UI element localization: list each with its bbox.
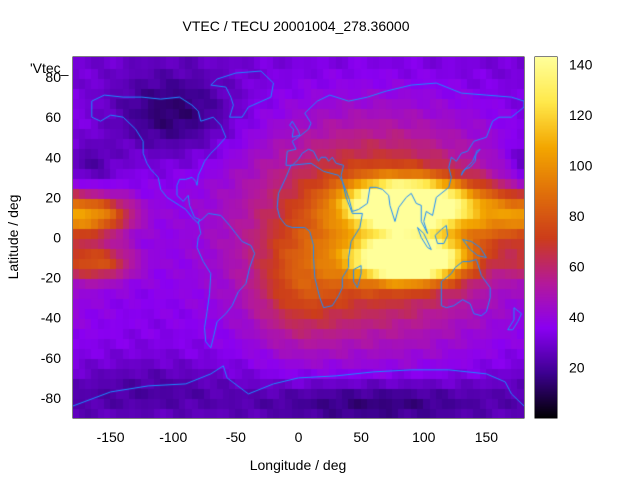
y-tick-label: -60: [41, 350, 61, 366]
x-tick-label: 0: [295, 429, 303, 445]
y-tick-label: -80: [41, 390, 61, 406]
x-tick-label: 100: [412, 429, 436, 445]
x-tick-label: -50: [226, 429, 246, 445]
x-tick-label: -100: [159, 429, 187, 445]
y-axis-ticks: -80 -60 -40 -20 0 20 40 60 80: [41, 69, 524, 406]
colorbar-tick-label: 120: [569, 107, 593, 123]
colorbar-tick-label: 40: [569, 309, 585, 325]
colorbar-tick-label: 100: [569, 158, 593, 174]
y-tick-label: 0: [53, 230, 61, 246]
colorbar-tick-label: 60: [569, 259, 585, 275]
y-tick-label: -40: [41, 310, 61, 326]
colorbar-ticks: 20 40 60 80 100 120 140: [535, 57, 593, 376]
colorbar: [535, 57, 557, 418]
y-axis-label: Latitude / deg: [5, 195, 21, 280]
y-tick-label: 20: [45, 189, 61, 205]
chart-title: VTEC / TECU 20001004_278.36000: [182, 18, 409, 34]
series-label: 'Vtec_: [30, 60, 69, 76]
colorbar-tick-label: 20: [569, 360, 585, 376]
x-axis-ticks: -150 -100 -50 0 50 100 150: [97, 57, 499, 445]
y-tick-label: -20: [41, 270, 61, 286]
x-axis-label: Longitude / deg: [250, 457, 347, 473]
colorbar-tick-label: 140: [569, 57, 593, 73]
tec-heatmap: [73, 57, 524, 418]
y-tick-label: 60: [45, 109, 61, 125]
x-tick-label: 50: [353, 429, 369, 445]
y-tick-label: 80: [45, 69, 61, 85]
y-tick-label: 40: [45, 149, 61, 165]
colorbar-tick-label: 80: [569, 208, 585, 224]
x-tick-label: -150: [97, 429, 125, 445]
x-tick-label: 150: [475, 429, 499, 445]
